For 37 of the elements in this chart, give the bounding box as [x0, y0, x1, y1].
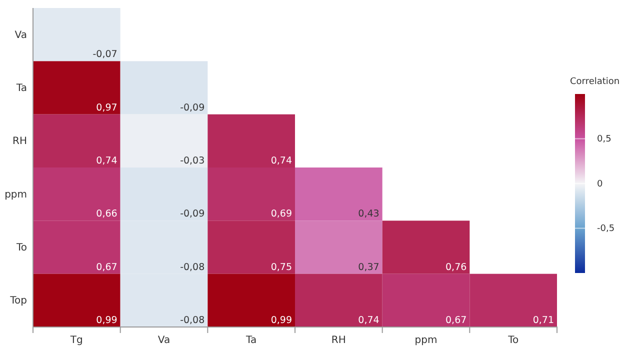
- color-bar-label: -0,5: [597, 224, 615, 234]
- x-tick-label: ppm: [414, 335, 438, 346]
- y-tick-label: RH: [12, 136, 27, 148]
- data-label: -0,07: [92, 49, 118, 60]
- data-label: 0,74: [270, 156, 292, 166]
- data-label: 0,76: [446, 262, 467, 273]
- color-bar-label: 0,5: [597, 134, 612, 145]
- data-label: -0,09: [180, 102, 205, 114]
- data-label: 0,75: [270, 262, 292, 273]
- x-tick-label: To: [507, 335, 519, 346]
- data-label: 0,69: [270, 208, 292, 220]
- y-tick-label: To: [15, 242, 27, 254]
- data-label: -0,08: [180, 315, 205, 326]
- x-tick-label: RH: [331, 335, 346, 346]
- data-label: 0,37: [358, 262, 380, 273]
- data-label: -0,08: [180, 262, 205, 273]
- y-tick-label: Va: [14, 30, 27, 41]
- y-tick-label: Top: [9, 296, 27, 307]
- y-tick-label: ppm: [4, 189, 27, 200]
- data-label: 0,99: [270, 315, 292, 326]
- x-tick-label: Va: [158, 335, 170, 346]
- data-label: 0,67: [96, 262, 118, 273]
- data-label: -0,03: [180, 156, 205, 166]
- data-label: 0,66: [96, 208, 118, 220]
- color-bar-title: Correlation: [570, 77, 620, 87]
- data-label: 0,97: [96, 102, 118, 114]
- y-tick-label: Ta: [15, 82, 27, 94]
- data-label: 0,99: [96, 315, 118, 326]
- data-label: 0,71: [532, 315, 554, 326]
- data-label: 0,43: [358, 208, 380, 220]
- data-label: 0,67: [446, 315, 467, 326]
- data-label: 0,74: [96, 156, 118, 166]
- x-tick-label: Ta: [245, 335, 257, 346]
- data-label: -0,09: [180, 208, 205, 220]
- color-bar-label: 0: [597, 179, 603, 190]
- x-tick-label: Tg: [69, 335, 83, 346]
- data-label: 0,74: [358, 315, 380, 326]
